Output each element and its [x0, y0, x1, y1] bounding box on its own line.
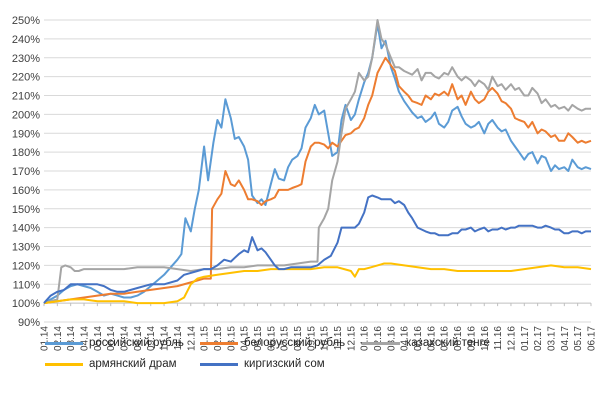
y-tick-label: 180% — [12, 147, 40, 159]
y-tick-label: 160% — [12, 185, 40, 197]
x-tick-label: 08.16 — [453, 326, 464, 351]
x-tick-label: 09.16 — [466, 326, 477, 351]
x-tick-label: 04.17 — [560, 326, 571, 351]
series-line — [43, 56, 592, 305]
y-tick-label: 250% — [12, 15, 40, 27]
series-lines — [43, 19, 592, 305]
x-tick-label: 02.17 — [533, 326, 544, 351]
y-tick-label: 150% — [12, 204, 40, 216]
x-tick-label: 10.15 — [320, 326, 331, 351]
y-tick-label: 90% — [18, 317, 40, 329]
x-tick-label: 12.15 — [346, 326, 357, 351]
x-tick-label: 01.15 — [200, 326, 211, 351]
x-tick-label: 04.15 — [240, 326, 251, 351]
y-tick-label: 240% — [12, 34, 40, 46]
x-tick-label: 02.14 — [53, 326, 64, 351]
y-tick-label: 140% — [12, 223, 40, 235]
y-tick-label: 120% — [12, 260, 40, 272]
x-tick-label: 01.14 — [40, 326, 51, 351]
x-tick-label: 11.16 — [493, 326, 504, 351]
series-line — [43, 262, 592, 305]
series-line — [43, 19, 591, 305]
x-tick-label: 05.14 — [93, 326, 104, 351]
y-tick-label: 170% — [12, 166, 40, 178]
x-tick-label: 07.15 — [280, 326, 291, 351]
x-tick-label: 07.16 — [440, 326, 451, 351]
y-tick-label: 220% — [12, 72, 40, 84]
x-tick-label: 03.15 — [226, 326, 237, 351]
x-tick-label: 07.14 — [120, 326, 131, 351]
x-tick-label: 01.17 — [520, 326, 531, 351]
x-tick-label: 02.15 — [213, 326, 224, 351]
series-line — [43, 194, 591, 304]
x-tick-label: 06.15 — [266, 326, 277, 351]
y-tick-label: 210% — [12, 91, 40, 103]
x-tick-label: 03.14 — [66, 326, 77, 351]
y-tick-label: 200% — [12, 109, 40, 121]
x-tick-label: 09.15 — [306, 326, 317, 351]
x-tick-label: 12.16 — [506, 326, 517, 351]
x-tick-label: 11.14 — [173, 326, 184, 351]
x-tick-label: 11.15 — [333, 326, 344, 351]
x-tick-label: 03.17 — [546, 326, 557, 351]
x-tick-label: 08.14 — [133, 326, 144, 351]
y-tick-label: 110% — [13, 279, 41, 291]
x-tick-label: 04.16 — [400, 326, 411, 351]
x-tick-label: 10.16 — [480, 326, 491, 351]
gridlines — [44, 19, 591, 323]
x-tick-label: 05.17 — [573, 326, 584, 351]
y-tick-label: 100% — [12, 298, 40, 310]
x-tick-label: 04.14 — [80, 326, 91, 351]
x-axis-ticks: 01.14 02.14 03.14 04.14 05.14 06.14 07.14 08.14… — [40, 303, 598, 351]
x-tick-label: 05.16 — [413, 326, 424, 351]
y-tick-label: 230% — [12, 53, 40, 65]
x-tick-label: 06.16 — [426, 326, 437, 351]
y-tick-label: 190% — [12, 128, 40, 140]
y-tick-label: 130% — [12, 242, 40, 254]
x-tick-label: 01.16 — [360, 326, 371, 351]
x-tick-label: 09.14 — [146, 326, 157, 351]
x-tick-label: 05.15 — [253, 326, 264, 351]
x-tick-label: 06.17 — [587, 326, 598, 351]
x-tick-label: 12.14 — [186, 326, 197, 351]
x-tick-label: 06.14 — [106, 326, 117, 351]
x-tick-label: 03.16 — [386, 326, 397, 351]
x-tick-label: 10.14 — [160, 326, 171, 351]
y-axis-ticks: 90% 100% 110% 120% 130% 140% 150% 160% 170% 180% 1… — [12, 15, 40, 329]
x-tick-label: 02.16 — [373, 326, 384, 351]
x-tick-label: 08.15 — [293, 326, 304, 351]
